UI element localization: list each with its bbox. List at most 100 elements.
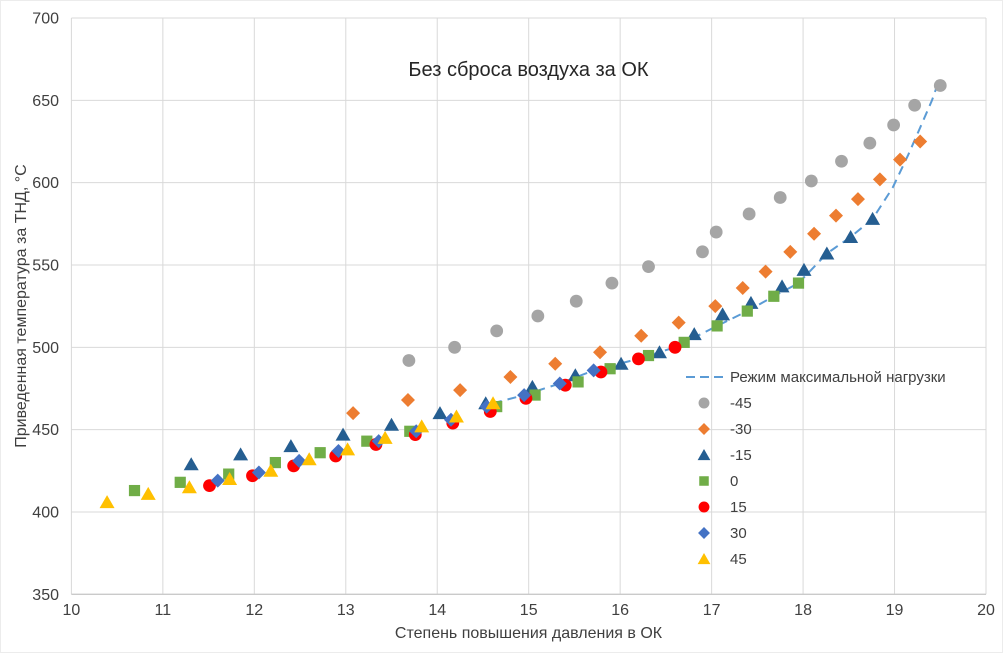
legend-item-30: 30 [685, 520, 946, 546]
legend-item-max-load: Режим максимальной нагрузки [685, 364, 946, 390]
data-point-series--15 [384, 417, 400, 431]
data-point-series-45 [140, 486, 156, 500]
x-tick-label: 14 [428, 602, 446, 619]
data-point-series-0 [642, 349, 655, 362]
data-point-series--30 [807, 226, 822, 241]
data-point-series-0 [572, 376, 584, 388]
x-tick-label: 11 [155, 602, 172, 619]
x-tick-label: 16 [611, 602, 629, 619]
legend-label: -30 [730, 420, 752, 438]
data-point-series--30 [829, 208, 844, 223]
legend-label: 0 [730, 472, 739, 490]
data-point-series--30 [708, 299, 723, 314]
legend-item-15: 15 [685, 494, 946, 520]
data-point-series--30 [893, 152, 908, 167]
data-point-series-0 [678, 336, 690, 348]
circle-marker [698, 501, 710, 513]
data-point-series--45 [933, 79, 947, 92]
y-tick-label: 550 [32, 257, 59, 274]
data-point-series--45 [490, 324, 504, 338]
data-point-series--15 [686, 327, 702, 341]
data-point-series--30 [503, 369, 518, 384]
data-point-series--30 [346, 406, 361, 421]
data-point-series-45 [414, 419, 430, 433]
data-point-series-0 [529, 389, 541, 401]
data-point-series-30 [210, 473, 225, 488]
data-point-series--15 [715, 307, 731, 321]
data-point-series-45 [222, 472, 238, 486]
circle-marker [698, 397, 710, 409]
data-point-series--30 [783, 244, 798, 259]
data-point-series--15 [283, 439, 299, 453]
x-tick-label: 13 [337, 602, 355, 619]
data-point-series--15 [432, 406, 448, 420]
legend-label: -15 [730, 446, 752, 464]
y-tick-label: 350 [32, 587, 59, 604]
data-point-series--15 [335, 427, 351, 441]
triangle-icon [697, 449, 711, 461]
data-point-series-30 [517, 388, 532, 403]
data-point-series-0 [604, 363, 616, 375]
data-point-series--30 [872, 172, 887, 187]
data-point-series--30 [758, 264, 773, 279]
data-point-series--15 [819, 246, 835, 260]
y-tick-label: 400 [32, 504, 59, 521]
data-point-series--15 [613, 356, 629, 370]
x-tick-label: 20 [977, 602, 995, 619]
data-point-series--15 [865, 211, 881, 225]
legend: Режим максимальной нагрузки -45 -30 -15 0 15 3… [685, 364, 946, 572]
data-point-series-45 [340, 442, 356, 456]
data-point-series-45 [377, 430, 393, 444]
data-point-series--15 [233, 447, 249, 461]
diamond-marker [698, 527, 710, 539]
circle-icon [698, 501, 710, 513]
data-point-series-45 [181, 480, 197, 494]
data-point-series--15 [651, 345, 667, 359]
data-point-series-0 [174, 476, 186, 488]
diamond-icon [698, 527, 710, 539]
data-point-series--45 [531, 309, 545, 323]
data-point-series--15 [183, 457, 199, 471]
data-point-series--30 [548, 356, 563, 371]
data-point-series-45 [301, 452, 317, 466]
y-tick-label: 500 [32, 340, 59, 357]
data-point-series-45 [263, 463, 279, 477]
data-point-series-30 [586, 363, 601, 378]
max-load-line [492, 86, 938, 405]
data-point-series--45 [742, 207, 756, 221]
data-point-series-45 [485, 396, 501, 410]
data-point-series--15 [843, 229, 859, 243]
data-point-series--45 [569, 294, 583, 308]
data-point-series--30 [913, 134, 928, 149]
legend-label: -45 [730, 394, 752, 412]
data-point-series--45 [642, 260, 655, 274]
data-point-series--45 [696, 245, 709, 259]
data-point-series--45 [835, 154, 848, 168]
y-tick-label: 600 [32, 175, 59, 192]
data-point-series-45 [448, 409, 464, 423]
y-tick-label: 650 [32, 93, 59, 110]
dashed-line-icon [686, 376, 724, 378]
circle-icon [698, 397, 710, 409]
legend-item--15: -15 [685, 442, 946, 468]
data-point-series--45 [908, 98, 922, 112]
x-tick-label: 17 [703, 602, 721, 619]
legend-item--30: -30 [685, 416, 946, 442]
x-tick-label: 12 [245, 602, 263, 619]
data-point-series--45 [605, 276, 619, 290]
data-point-series-0 [128, 484, 141, 497]
x-tick-label: 19 [886, 602, 904, 619]
data-point-series--45 [709, 225, 723, 239]
triangle-marker [697, 449, 711, 461]
data-point-series-15 [632, 352, 645, 366]
diamond-icon [698, 423, 710, 435]
data-point-series-0 [361, 435, 373, 447]
data-point-series--45 [863, 136, 877, 150]
data-point-series--15 [796, 262, 812, 276]
legend-item-0: 0 [685, 468, 946, 494]
data-point-series--30 [671, 315, 686, 330]
triangle-icon [697, 553, 711, 565]
diamond-marker [698, 423, 710, 435]
